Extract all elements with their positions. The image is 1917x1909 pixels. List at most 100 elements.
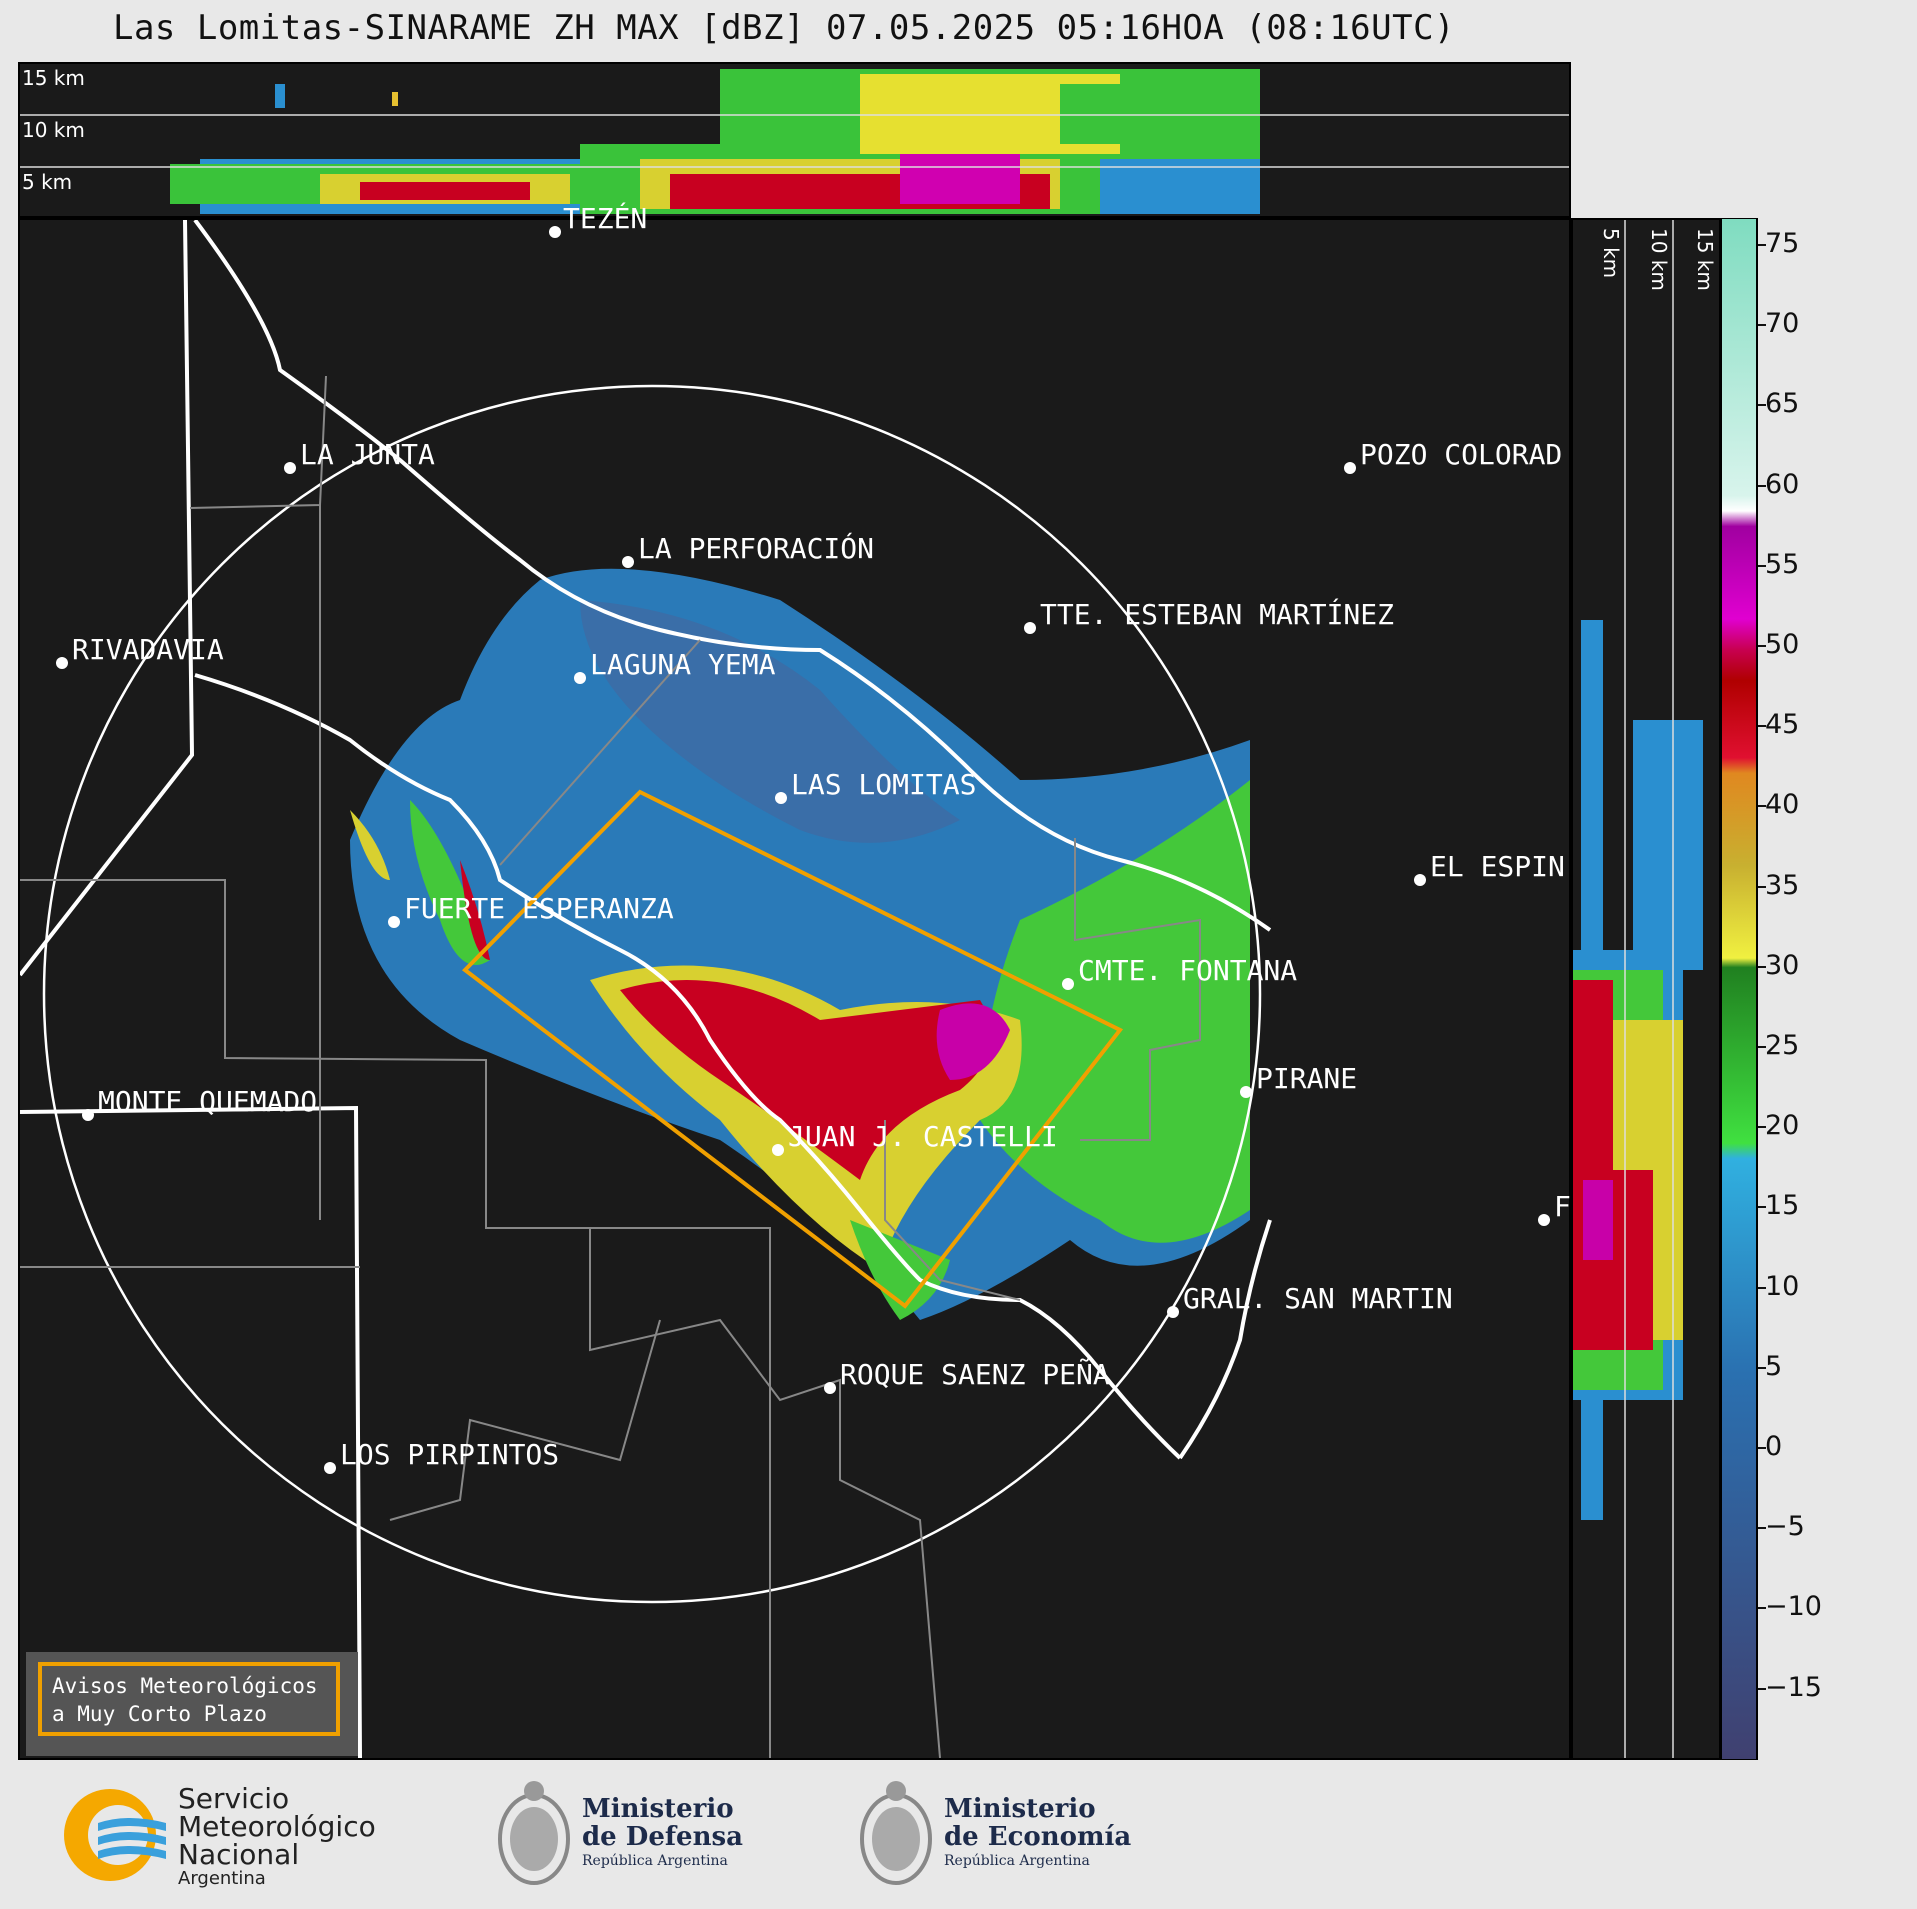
colorbar-tick xyxy=(1758,244,1766,246)
city-marker xyxy=(324,1462,336,1474)
side-altitude-10km: 10 km xyxy=(1647,228,1671,291)
national-shield-icon xyxy=(498,1781,570,1885)
radar-range-ring xyxy=(42,384,1262,1604)
colorbar-tick xyxy=(1758,484,1766,487)
colorbar-tick xyxy=(1758,1206,1766,1209)
colorbar-tick xyxy=(1758,1607,1766,1610)
city-marker xyxy=(775,792,787,804)
city-label: LAGUNA YEMA xyxy=(590,648,776,681)
side-altitude-15km: 15 km xyxy=(1693,228,1717,291)
colorbar-tick xyxy=(1758,1126,1766,1129)
colorbar-tick-label: 10 xyxy=(1765,1270,1800,1302)
top-cross-section-panel: 15 km 10 km 5 km xyxy=(18,62,1571,218)
colorbar-tick-label: 25 xyxy=(1765,1030,1800,1061)
colorbar-tick-label: 50 xyxy=(1765,629,1800,660)
city-marker xyxy=(622,556,634,568)
city-label: TTE. ESTEBAN MARTÍNEZ xyxy=(1040,598,1395,631)
city-label: RIVADAVIA xyxy=(72,633,224,666)
city-marker xyxy=(549,226,561,238)
city-label: ROQUE SAENZ PEÑA xyxy=(840,1358,1110,1391)
department-borders xyxy=(20,375,1201,1758)
economia-line-1: Ministerio xyxy=(944,1794,1096,1824)
province-borders xyxy=(20,220,1272,1758)
colorbar-tick xyxy=(1758,805,1766,808)
city-marker xyxy=(1024,622,1036,634)
smn-emblem-icon xyxy=(64,1789,166,1881)
colorbar-tick-label: 70 xyxy=(1765,308,1800,340)
colorbar-tick-label: 0 xyxy=(1765,1431,1783,1462)
colorbar-tick xyxy=(1758,1286,1766,1289)
top-altitude-15km: 15 km xyxy=(22,66,85,90)
city-marker xyxy=(824,1382,836,1394)
city-label: LA JUNTA xyxy=(300,438,435,471)
side-cross-section-echoes xyxy=(1573,220,1703,1758)
colorbar-tick-label: 45 xyxy=(1765,709,1800,741)
colorbar-tick-label: 35 xyxy=(1765,869,1800,901)
colorbar-tick-label: 30 xyxy=(1765,949,1800,981)
smn-line-2: Meteorológico xyxy=(178,1810,376,1843)
city-label: EL ESPIN xyxy=(1430,850,1565,883)
defensa-line-2: de Defensa xyxy=(582,1822,743,1852)
avisos-box[interactable]: Avisos Meteorológicos a Muy Corto Plazo xyxy=(26,1652,358,1756)
colorbar-tick-label: 60 xyxy=(1765,468,1800,500)
city-label: MONTE QUEMADO xyxy=(98,1085,318,1118)
smn-line-1: Servicio xyxy=(178,1782,290,1815)
economia-logo: Ministerio de Economía República Argenti… xyxy=(856,1775,1136,1895)
city-label: FUERTE ESPERANZA xyxy=(404,892,674,925)
top-altitude-10km: 10 km xyxy=(22,118,85,142)
colorbar-tick xyxy=(1758,725,1766,728)
city-label: LOS PIRPINTOS xyxy=(340,1438,560,1471)
top-cross-section-echoes xyxy=(20,69,1569,214)
defensa-logo: Ministerio de Defensa República Argentin… xyxy=(494,1775,754,1895)
avisos-link[interactable]: Avisos Meteorológicos a Muy Corto Plazo xyxy=(38,1662,340,1736)
colorbar-tick xyxy=(1758,564,1766,567)
city-marker xyxy=(284,462,296,474)
colorbar-tick xyxy=(1758,1447,1766,1449)
city-marker xyxy=(772,1144,784,1156)
colorbar-tick-label: 15 xyxy=(1765,1190,1800,1222)
city-marker xyxy=(1414,874,1426,886)
side-altitude-5km: 5 km xyxy=(1599,228,1623,279)
city-marker xyxy=(388,916,400,928)
side-cross-section-panel: 5 km 10 km 15 km xyxy=(1571,218,1721,1760)
national-shield-icon xyxy=(860,1781,932,1885)
colorbar-tick xyxy=(1758,645,1766,647)
colorbar xyxy=(1721,218,1758,1760)
city-label: JUAN J. CASTELLI xyxy=(788,1120,1058,1153)
economia-line-3: República Argentina xyxy=(944,1853,1090,1869)
city-label: LA PERFORACIÓN xyxy=(638,532,875,565)
colorbar-tick-label: 55 xyxy=(1765,548,1800,580)
city-marker xyxy=(574,672,586,684)
city-marker xyxy=(82,1109,94,1121)
city-label: CMTE. FONTANA xyxy=(1078,954,1298,987)
reflectivity-echoes xyxy=(350,568,1250,1320)
top-altitude-5km: 5 km xyxy=(22,170,73,194)
city-label: PIRANE xyxy=(1256,1062,1358,1095)
city-label: GRAL. SAN MARTIN xyxy=(1183,1282,1453,1315)
radar-map xyxy=(20,220,1272,1758)
city-marker xyxy=(56,657,68,669)
colorbar-tick-label: 5 xyxy=(1765,1350,1783,1382)
colorbar-tick xyxy=(1758,324,1766,327)
radar-map-panel: TEZÉN LA JUNTA POZO COLORAD LA PERFORACIÓN T… xyxy=(18,202,1588,1760)
avisos-line-2: a Muy Corto Plazo xyxy=(52,1702,267,1726)
colorbar-tick-label: −15 xyxy=(1765,1671,1822,1703)
smn-line-4: Argentina xyxy=(178,1868,266,1889)
defensa-line-3: República Argentina xyxy=(582,1853,728,1869)
avisos-line-1: Avisos Meteorológicos xyxy=(52,1674,318,1698)
city-marker xyxy=(1538,1214,1550,1226)
smn-line-3: Nacional xyxy=(178,1838,300,1871)
colorbar-tick-label: −5 xyxy=(1765,1511,1805,1543)
city-marker xyxy=(1167,1306,1179,1318)
colorbar-tick-label: 65 xyxy=(1765,388,1800,420)
city-marker xyxy=(1240,1086,1252,1098)
economia-line-2: de Economía xyxy=(944,1822,1132,1852)
city-marker xyxy=(1344,462,1356,474)
colorbar-tick xyxy=(1758,1366,1766,1369)
map-title: Las Lomitas-SINARAME ZH MAX [dBZ] 07.05.… xyxy=(112,8,1456,48)
colorbar-tick-label: 40 xyxy=(1765,789,1800,821)
colorbar-tick xyxy=(1758,885,1766,888)
city-marker xyxy=(1062,978,1074,990)
colorbar-tick-label: −10 xyxy=(1765,1591,1822,1623)
city-label: POZO COLORAD xyxy=(1360,438,1563,471)
